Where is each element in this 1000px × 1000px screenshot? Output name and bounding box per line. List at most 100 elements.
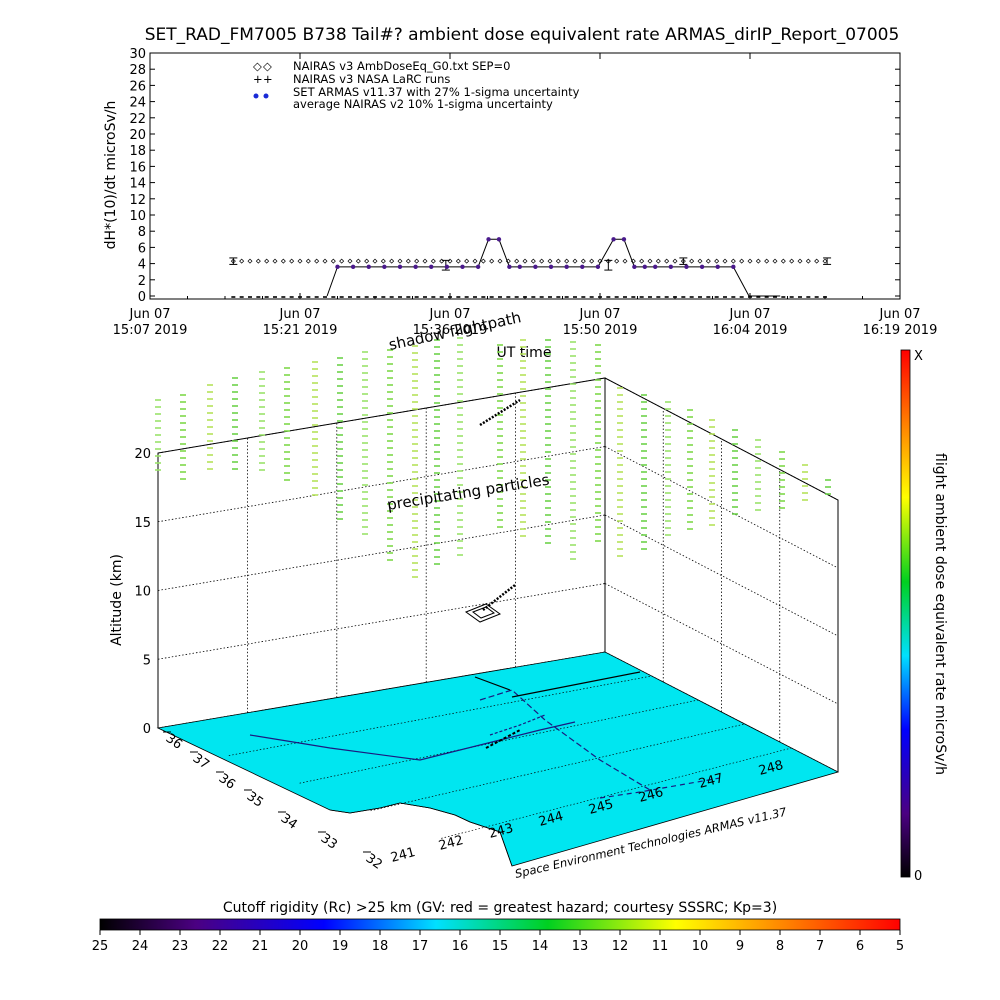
nairas-v3-point bbox=[730, 258, 736, 264]
y-tick-label: 26 bbox=[129, 79, 146, 94]
nairas-v3-point bbox=[755, 258, 761, 264]
nairas-v3-point bbox=[480, 258, 486, 264]
latitude-tick-label: 36 bbox=[216, 771, 238, 793]
longitude-tick-label: 243 bbox=[487, 821, 515, 842]
x-tick-time: 15:07 2019 bbox=[113, 323, 188, 338]
latitude-tick-label: 33 bbox=[318, 831, 340, 853]
latitude-tick-label: 37 bbox=[190, 751, 212, 773]
armas-point bbox=[653, 264, 658, 270]
aircraft-marks bbox=[464, 398, 521, 749]
nairas-v3-point bbox=[239, 258, 245, 264]
nairas-v3-point bbox=[822, 258, 828, 264]
legend-marker-nairas-v3-2: ◇ bbox=[263, 59, 272, 73]
nairas-v3-point bbox=[547, 258, 553, 264]
nairas-v3-point bbox=[289, 258, 295, 264]
y-tick-label: 12 bbox=[129, 193, 146, 208]
nairas-v3-point bbox=[380, 258, 386, 264]
nairas-v3-point bbox=[539, 258, 545, 264]
aircraft-marker-inner bbox=[471, 606, 496, 619]
cutoff-tick-label: 24 bbox=[132, 939, 149, 954]
shadow-path-6 bbox=[599, 777, 721, 799]
nairas-v3-point bbox=[572, 258, 578, 264]
ground-grid-line bbox=[370, 723, 745, 812]
nairas-v3-point bbox=[514, 258, 520, 264]
cutoff-tick-label: 20 bbox=[292, 939, 309, 954]
cutoff-tick-label: 19 bbox=[332, 939, 349, 954]
longitude-tick-label: 244 bbox=[537, 809, 565, 830]
shadow-path-3 bbox=[511, 671, 641, 698]
nairas-v3-point bbox=[247, 258, 253, 264]
nairas-v3-point bbox=[780, 258, 786, 264]
longitude-tick-label: 241 bbox=[389, 845, 417, 866]
altitude-axis-label: Altitude (km) bbox=[109, 554, 125, 646]
altitude-axis-ticks: 0 5 10 15 20 bbox=[134, 447, 151, 737]
nairas-v3-point bbox=[280, 258, 286, 264]
y-tick-label: 24 bbox=[129, 96, 146, 111]
aircraft-track-high bbox=[479, 398, 521, 427]
cutoff-tick-label: 12 bbox=[612, 939, 629, 954]
aircraft-track-mid bbox=[482, 584, 516, 611]
armas-point bbox=[335, 264, 340, 270]
armas-point bbox=[715, 264, 720, 270]
nairas-v3-point bbox=[489, 258, 495, 264]
nairas-v3-point bbox=[689, 258, 695, 264]
y-tick-label: 2 bbox=[138, 274, 146, 289]
x-tick-date: Jun 07 bbox=[429, 307, 471, 322]
nairas-v3-point bbox=[339, 258, 345, 264]
flight-3d-plot: shadow flightpath precipitating particle… bbox=[109, 308, 948, 884]
nairas-v3-point bbox=[789, 258, 795, 264]
armas-point bbox=[580, 264, 585, 270]
nairas-v3-point bbox=[530, 258, 536, 264]
cutoff-ticks: 25 24 23 22 21 20 19 18 17 16 15 14 13 12 11 10 9 8 7 6 5 bbox=[92, 930, 904, 954]
armas-point bbox=[699, 264, 705, 270]
nairas-v3-point bbox=[764, 258, 770, 264]
altitude-tick-label: 15 bbox=[134, 516, 151, 531]
armas-point bbox=[475, 264, 481, 270]
shadow-path-1 bbox=[479, 689, 651, 791]
nairas-v3-point bbox=[772, 258, 778, 264]
cutoff-tick-label: 5 bbox=[896, 939, 904, 954]
cutoff-tick-label: 16 bbox=[452, 939, 469, 954]
nairas-v3-point bbox=[814, 258, 820, 264]
nairas-v3-point bbox=[472, 258, 478, 264]
y-axis-label: dH*(10)/dt microSv/h bbox=[103, 101, 119, 250]
altitude-tick-label: 20 bbox=[134, 447, 151, 462]
nairas-v3-point bbox=[714, 258, 720, 264]
longitude-ticks: 241 242 243 244 245 246 247 248 bbox=[389, 758, 785, 866]
armas-point bbox=[382, 264, 387, 270]
nairas-v3-point bbox=[430, 258, 436, 264]
longitude-tick-label: 242 bbox=[437, 833, 465, 854]
x-tick-time: 15:50 2019 bbox=[563, 323, 638, 338]
y-tick-label: 8 bbox=[138, 225, 146, 240]
longitude-tick-label: 246 bbox=[637, 785, 665, 806]
nairas-v3-point bbox=[414, 258, 420, 264]
nairas-v3-point bbox=[439, 258, 445, 264]
armas-point bbox=[642, 264, 647, 270]
y-tick-label: 10 bbox=[129, 209, 146, 224]
nairas-v3-point bbox=[397, 258, 403, 264]
armas-point bbox=[350, 264, 356, 270]
nairas-v3-point bbox=[372, 258, 378, 264]
x-tick-time: 16:04 2019 bbox=[713, 323, 788, 338]
legend-label-nairas-v3: NAIRAS v3 AmbDoseEq_G0.txt SEP=0 bbox=[293, 59, 510, 73]
armas-point bbox=[397, 264, 403, 270]
dose-colorbar bbox=[900, 349, 911, 878]
colorbar-bottom-label: 0 bbox=[914, 869, 922, 884]
legend-marker-larc: + bbox=[253, 72, 263, 86]
y-tick-label: 30 bbox=[129, 47, 146, 62]
cutoff-tick-label: 25 bbox=[92, 939, 109, 954]
x-tick-date: Jun 07 bbox=[579, 307, 621, 322]
cutoff-tick-label: 8 bbox=[776, 939, 784, 954]
cutoff-tick-label: 22 bbox=[212, 939, 229, 954]
altitude-tick-label: 0 bbox=[143, 722, 151, 737]
ground-grid bbox=[228, 675, 792, 839]
armas-point bbox=[486, 237, 491, 242]
legend-marker-nairas-v3: ◇ bbox=[253, 59, 262, 73]
nairas-v3-point bbox=[272, 258, 278, 264]
armas-point bbox=[460, 264, 465, 270]
nairas-v3-point bbox=[647, 258, 653, 264]
armas-point bbox=[632, 264, 637, 270]
nairas-v3-point bbox=[389, 258, 395, 264]
